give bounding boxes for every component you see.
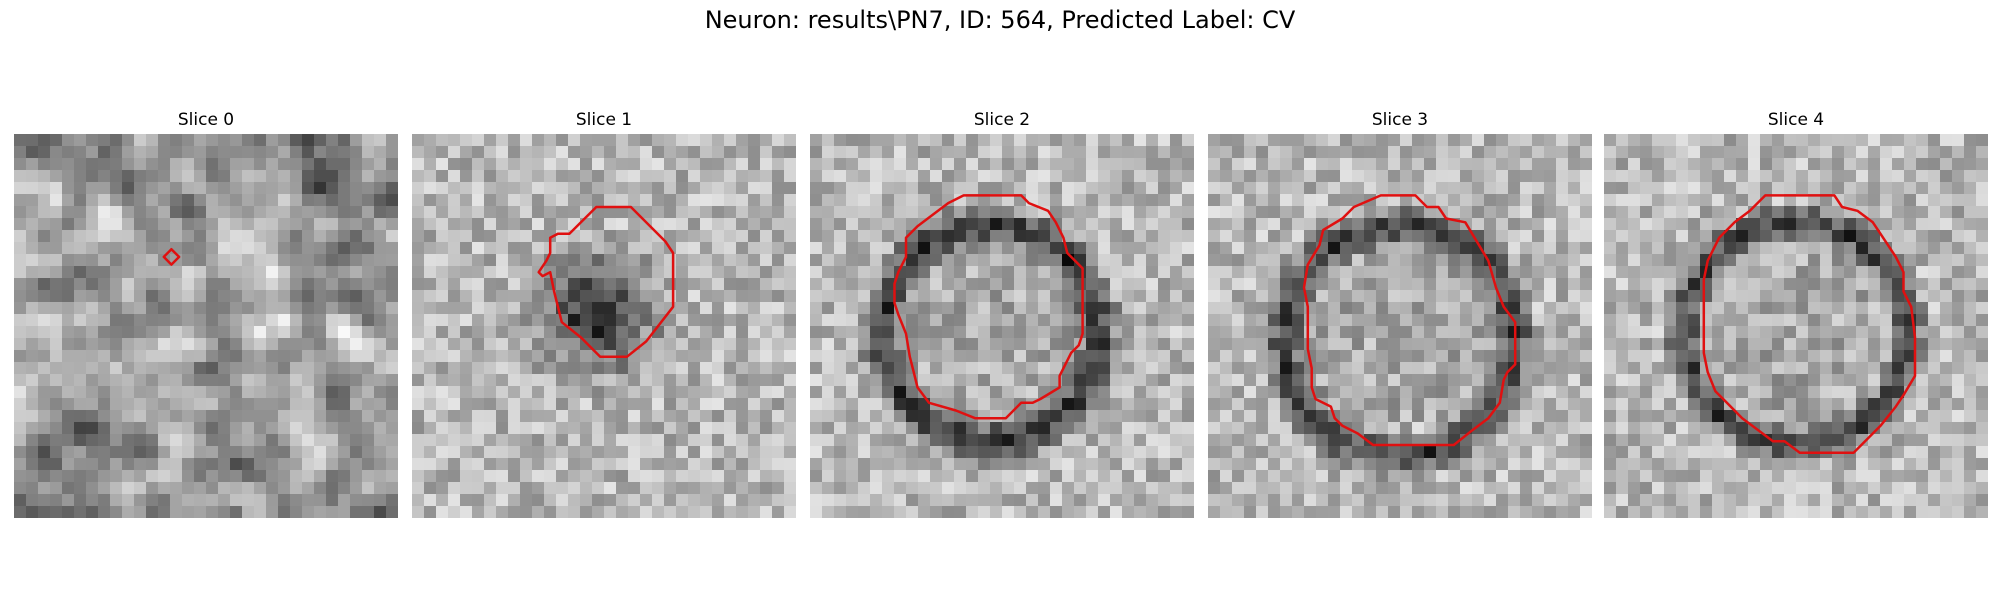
slice-panel-2: Slice 2: [810, 108, 1194, 518]
slice-4-title: Slice 4: [1767, 110, 1825, 130]
slice-3-title: Slice 3: [1371, 110, 1429, 130]
slice-1-image: [412, 134, 796, 518]
slice-4-image: [1604, 134, 1988, 518]
segmentation-contour: [1702, 194, 1917, 454]
slice-panel-3: Slice 3: [1208, 108, 1592, 518]
segmentation-contour: [893, 194, 1084, 420]
segmentation-contour: [537, 205, 675, 358]
figure-title: Neuron: results\PN7, ID: 564, Predicted …: [704, 6, 1296, 34]
segmentation-contour: [162, 247, 181, 266]
slice-1-title: Slice 1: [575, 110, 633, 130]
slice-0-image: [14, 134, 398, 518]
slice-panel-4: Slice 4: [1604, 108, 1988, 518]
slice-2-image: [810, 134, 1194, 518]
slice-0-title: Slice 0: [177, 110, 235, 130]
slice-panel-0: Slice 0: [14, 108, 398, 518]
slice-panel-1: Slice 1: [412, 108, 796, 518]
segmentation-contour: [1302, 194, 1517, 447]
slice-2-title: Slice 2: [973, 110, 1031, 130]
slice-3-image: [1208, 134, 1592, 518]
